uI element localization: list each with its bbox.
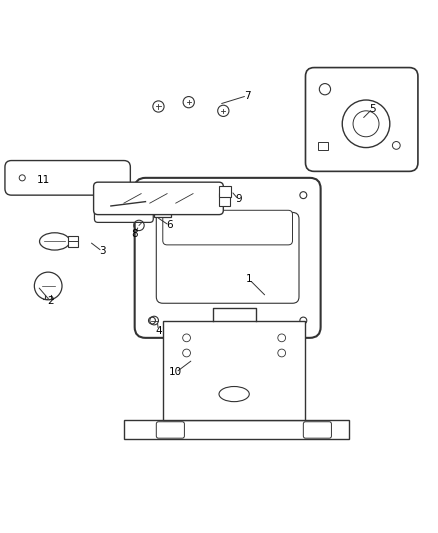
Bar — [67, 236, 78, 247]
Bar — [124, 420, 349, 440]
FancyBboxPatch shape — [156, 213, 299, 303]
Text: 1: 1 — [246, 274, 253, 285]
Bar — [219, 193, 230, 206]
Text: 11: 11 — [37, 175, 50, 185]
Text: 5: 5 — [369, 103, 376, 114]
FancyBboxPatch shape — [134, 178, 321, 338]
Bar — [154, 204, 171, 217]
FancyBboxPatch shape — [156, 422, 184, 438]
Text: 10: 10 — [169, 367, 182, 377]
FancyBboxPatch shape — [95, 198, 153, 222]
Text: 2: 2 — [47, 296, 54, 306]
FancyBboxPatch shape — [304, 422, 332, 438]
FancyBboxPatch shape — [5, 160, 131, 195]
Text: 3: 3 — [99, 246, 106, 256]
Text: 9: 9 — [235, 195, 242, 205]
Bar — [163, 320, 305, 420]
Bar — [219, 187, 231, 197]
FancyBboxPatch shape — [163, 211, 293, 245]
FancyBboxPatch shape — [305, 68, 418, 172]
Text: 8: 8 — [131, 229, 138, 239]
Text: 4: 4 — [155, 326, 162, 335]
Text: 7: 7 — [244, 91, 251, 101]
Ellipse shape — [39, 233, 70, 250]
Text: 6: 6 — [166, 221, 173, 230]
Ellipse shape — [219, 386, 249, 402]
FancyBboxPatch shape — [94, 182, 223, 215]
Bar — [318, 142, 328, 150]
